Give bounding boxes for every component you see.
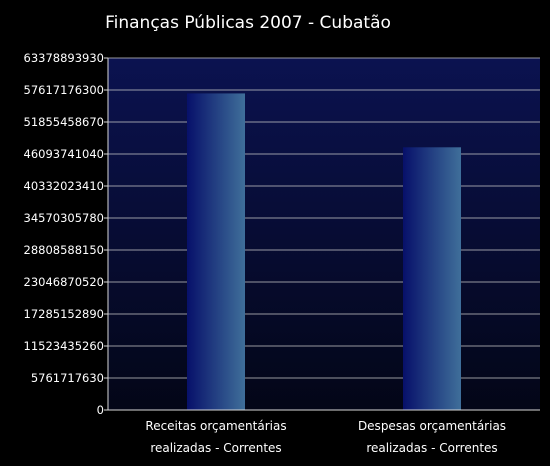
y-tick-label: 40332023410 <box>24 179 104 193</box>
y-tick-label: 5761717630 <box>31 371 104 385</box>
y-axis-ticks: 0 5761717630 11523435260 17285152890 2304687… <box>24 51 108 417</box>
x-category-label: Despesas orçamentárias <box>358 419 506 433</box>
x-category-label: Receitas orçamentárias <box>145 419 286 433</box>
y-tick-label: 17285152890 <box>24 307 104 321</box>
bar <box>187 93 245 410</box>
x-category-label: realizadas - Correntes <box>150 441 281 455</box>
bars <box>187 93 461 411</box>
plot-area <box>108 58 540 410</box>
y-tick-label: 63378893930 <box>24 51 104 65</box>
y-tick-label: 57617176300 <box>24 83 104 97</box>
y-tick-label: 11523435260 <box>24 339 104 353</box>
chart-title: Finanças Públicas 2007 - Cubatão <box>105 13 391 33</box>
gridlines <box>108 57 540 379</box>
bar <box>403 147 461 411</box>
y-tick-label: 51855458670 <box>24 115 104 129</box>
x-axis-labels: Receitas orçamentárias realizadas - Corre… <box>145 419 506 455</box>
y-tick-label: 0 <box>97 403 104 417</box>
x-category-label: realizadas - Correntes <box>366 441 497 455</box>
y-tick-label: 46093741040 <box>24 147 104 161</box>
y-tick-label: 23046870520 <box>24 275 104 289</box>
y-tick-label: 34570305780 <box>24 211 104 225</box>
y-tick-label: 28808588150 <box>24 243 104 257</box>
